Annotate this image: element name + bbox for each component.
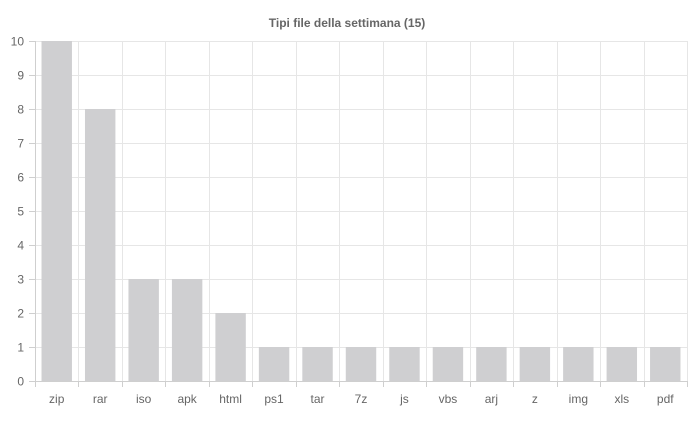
bar-ps1: [258, 347, 290, 381]
bar-arj: [476, 347, 507, 381]
y-tick-label: 9: [17, 69, 24, 83]
x-axis-tick-labels: zip rar iso apk html ps1 tar 7z js vbs arj z img xls p…: [49, 392, 674, 406]
bar-zip: [41, 41, 72, 381]
x-tick-label-iso: iso: [136, 392, 152, 406]
x-tick-label-ps1: ps1: [264, 392, 284, 406]
bar-z: [519, 347, 551, 381]
x-tick-label-arj: arj: [485, 392, 498, 406]
bar-js: [389, 347, 420, 381]
x-tick-label-pdf: pdf: [657, 392, 674, 406]
y-axis-tick-labels: 0 1 2 3 4 5 6 7 8 9 10: [11, 35, 25, 389]
y-tick-label: 7: [17, 137, 24, 151]
x-tick-label-js: js: [399, 392, 409, 406]
bar-pdf: [650, 347, 681, 381]
bar-7z: [345, 347, 377, 381]
x-tick-label-xls: xls: [614, 392, 629, 406]
x-tick-label-vbs: vbs: [439, 392, 458, 406]
y-tick-label: 4: [17, 239, 24, 253]
x-tick-label-html: html: [219, 392, 242, 406]
x-tick-label-tar: tar: [311, 392, 325, 406]
chart-title: Tipi file della settimana (15): [269, 16, 426, 30]
bar-vbs: [432, 347, 464, 381]
bar-html: [215, 313, 246, 381]
x-tick-label-7z: 7z: [355, 392, 368, 406]
x-tick-label-img: img: [569, 392, 588, 406]
y-tick-label: 10: [11, 35, 25, 49]
y-tick-label: 0: [17, 375, 24, 389]
y-tick-label: 1: [17, 341, 24, 355]
bar-tar: [302, 347, 333, 381]
bar-apk: [171, 279, 203, 381]
bar-img: [563, 347, 594, 381]
x-tick-label-zip: zip: [49, 392, 65, 406]
x-tick-label-rar: rar: [93, 392, 108, 406]
y-tick-label: 8: [17, 103, 24, 117]
y-tick-label: 2: [17, 307, 24, 321]
x-tick-label-apk: apk: [177, 392, 197, 406]
x-tick-label-z: z: [532, 392, 538, 406]
bar-rar: [84, 109, 116, 381]
bars: [41, 41, 681, 381]
axes: [29, 41, 688, 387]
y-tick-label: 6: [17, 171, 24, 185]
bar-xls: [606, 347, 638, 381]
y-tick-label: 3: [17, 273, 24, 287]
y-tick-label: 5: [17, 205, 24, 219]
bar-iso: [128, 279, 159, 381]
